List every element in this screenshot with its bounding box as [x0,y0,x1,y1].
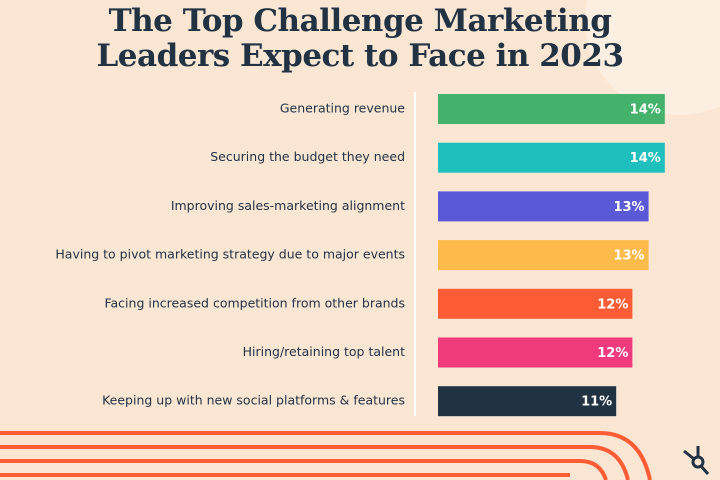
chart-title: The Top Challenge Marketing Leaders Expe… [96,3,624,74]
value-label: 11% [581,395,612,410]
value-label: 14% [630,151,661,166]
category-label: Having to pivot marketing strategy due t… [55,247,405,262]
value-label: 12% [597,297,628,312]
category-label: Generating revenue [280,101,405,116]
value-label: 13% [613,249,644,264]
value-label: 12% [597,346,628,361]
decor-stripes [0,431,652,480]
bar [438,94,665,124]
value-label: 13% [613,200,644,215]
bar [438,386,617,417]
category-label: Facing increased competition from other … [104,295,405,310]
category-label: Hiring/retaining top talent [243,344,405,359]
decor-circle [585,0,720,115]
value-label: 14% [630,103,661,118]
bar [438,191,649,222]
bar [438,240,649,271]
category-label: Keeping up with new social platforms & f… [102,393,405,408]
category-label: Improving sales-marketing alignment [171,198,405,213]
bar [438,288,633,319]
bar [438,142,665,173]
logo [683,446,710,475]
category-label: Securing the budget they need [210,149,405,164]
bar [438,337,633,368]
